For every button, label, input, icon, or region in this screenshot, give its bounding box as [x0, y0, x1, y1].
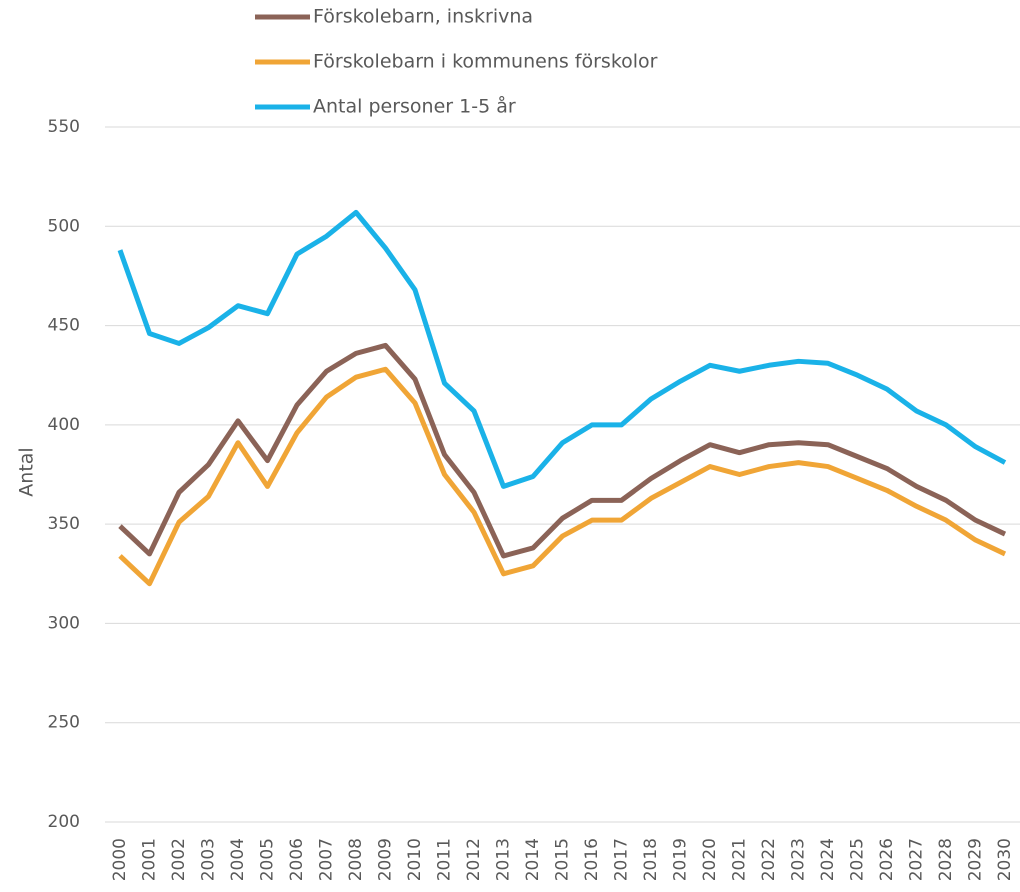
- y-tick-label: 500: [48, 216, 80, 236]
- x-tick-label: 2009: [376, 838, 396, 881]
- y-tick-label: 250: [48, 713, 80, 733]
- x-tick-label: 2007: [317, 838, 337, 881]
- x-tick-label: 2008: [346, 838, 366, 881]
- x-tick-label: 2023: [789, 838, 809, 881]
- x-tick-label: 2022: [759, 838, 779, 881]
- x-tick-label: 2014: [523, 838, 543, 881]
- y-tick-label: 200: [48, 812, 80, 832]
- x-tick-label: 2010: [405, 838, 425, 881]
- x-tick-label: 2013: [494, 838, 514, 881]
- x-tick-label: 2006: [287, 838, 307, 881]
- y-tick-label: 350: [48, 514, 80, 534]
- x-tick-label: 2005: [258, 838, 278, 881]
- y-axis-label: Antal: [16, 447, 38, 496]
- x-tick-label: 2024: [818, 838, 838, 881]
- x-tick-label: 2019: [671, 838, 691, 881]
- x-tick-label: 2027: [907, 838, 927, 881]
- data-line: [118, 366, 1007, 587]
- x-tick-label: 2003: [199, 838, 219, 881]
- x-tick-label: 2026: [877, 838, 897, 881]
- data-line: [117, 209, 1007, 489]
- legend-label: Antal personer 1-5 år: [313, 95, 516, 118]
- y-tick-label: 450: [48, 316, 80, 336]
- y-tick-label: 400: [48, 415, 80, 435]
- x-tick-label: 2028: [936, 838, 956, 881]
- x-tick-label: 2004: [228, 838, 248, 881]
- data-line: [118, 342, 1007, 559]
- legend-label: Förskolebarn, inskrivna: [313, 6, 533, 28]
- x-tick-label: 2020: [700, 838, 720, 881]
- x-tick-label: 2012: [464, 838, 484, 881]
- x-tick-label: 2002: [169, 838, 189, 881]
- x-tick-label: 2029: [966, 838, 986, 881]
- x-tick-label: 2001: [140, 838, 160, 881]
- x-tick-label: 2018: [641, 838, 661, 881]
- legend-label: Förskolebarn i kommunens förskolor: [313, 51, 658, 73]
- y-tick-label: 550: [48, 117, 80, 137]
- x-tick-label: 2011: [435, 838, 455, 881]
- x-tick-label: 2016: [582, 838, 602, 881]
- x-tick-label: 2025: [848, 838, 868, 881]
- x-tick-label: 2030: [995, 838, 1015, 881]
- x-tick-label: 2000: [110, 838, 130, 881]
- x-tick-label: 2021: [730, 838, 750, 881]
- x-tick-label: 2015: [553, 838, 573, 881]
- y-tick-label: 300: [48, 613, 80, 633]
- x-tick-label: 2017: [612, 838, 632, 881]
